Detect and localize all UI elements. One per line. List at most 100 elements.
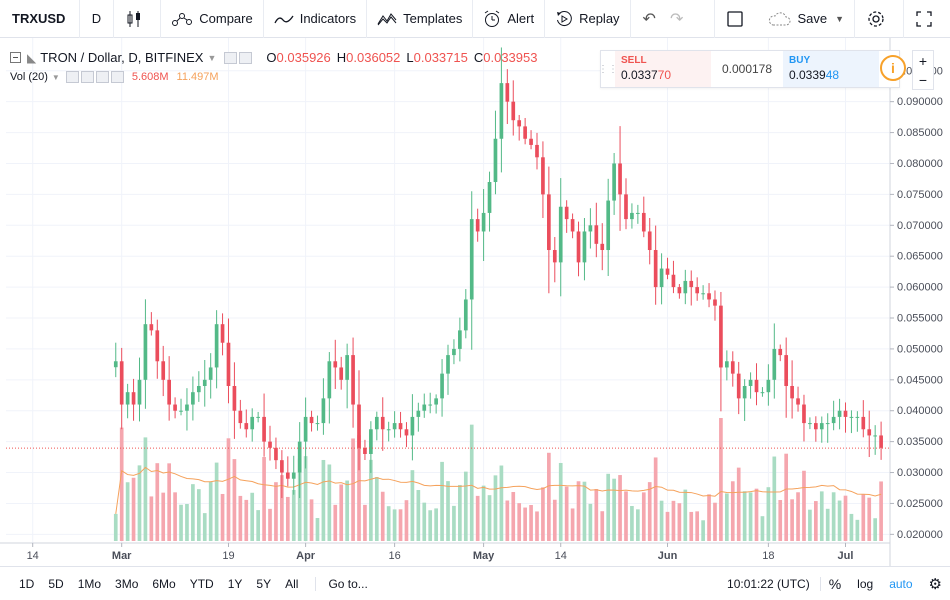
volume-bar [363, 504, 367, 541]
legend-settings-icon[interactable] [239, 51, 253, 64]
eye-icon[interactable] [224, 51, 238, 64]
auto-toggle[interactable]: auto [889, 577, 913, 591]
compare-button[interactable]: Compare [161, 0, 264, 38]
volume-eye-icon[interactable] [65, 71, 79, 83]
indicators-button[interactable]: Indicators [264, 0, 368, 38]
drag-handle-icon[interactable]: ⋮⋮ [598, 63, 618, 75]
candle [689, 270, 694, 306]
square-icon [727, 10, 744, 27]
volume-label[interactable]: Vol (20) [10, 71, 48, 83]
buy-button[interactable]: BUY 0.033948 [783, 51, 879, 87]
y-tick-label: 0.070000 [897, 220, 943, 232]
volume-bar [523, 507, 527, 541]
candle-body [137, 379, 142, 405]
maximize-button[interactable] [904, 0, 950, 38]
candle-body [725, 361, 729, 368]
volume-bar [784, 453, 789, 541]
candle [867, 410, 872, 458]
utc-clock[interactable]: 10:01:22 (UTC) [717, 577, 821, 591]
zoom-out-icon[interactable]: − [918, 71, 928, 88]
volume-chevron-icon[interactable]: ▼ [51, 72, 60, 82]
candle-body [742, 385, 747, 399]
volume-bar [463, 471, 468, 541]
candle [624, 178, 628, 230]
undo-icon[interactable]: ↶ [642, 10, 656, 28]
time-axis: 14 Mar 19 Apr 16 May 14 Jun 18 Jul [0, 542, 890, 562]
volume-settings-icon[interactable] [80, 71, 94, 83]
range-button-3mo[interactable]: 3Mo [115, 576, 139, 591]
volume-bar [867, 497, 872, 541]
zoom-in-icon[interactable]: + [918, 52, 928, 69]
cloud-icon [769, 11, 791, 25]
goto-button[interactable]: Go to... [315, 576, 374, 591]
info-icon[interactable]: i [880, 55, 906, 81]
price-chart-svg[interactable]: 0.033953 0.020000 0.025000 0.030000 0.03500… [0, 38, 950, 566]
replay-button[interactable]: Replay [545, 0, 631, 38]
interval-button[interactable]: D [80, 0, 115, 38]
range-button-1y[interactable]: 1Y [227, 576, 243, 591]
candle-body [256, 416, 260, 418]
volume-bar [529, 505, 533, 541]
range-button-6mo[interactable]: 6Mo [152, 576, 176, 591]
volume-bar [564, 486, 569, 541]
volume-bar [689, 511, 694, 541]
collapse-icon[interactable] [10, 52, 21, 63]
volume-bar [742, 491, 747, 541]
volume-bar [428, 510, 433, 541]
templates-button[interactable]: Templates [367, 0, 474, 38]
redo-icon[interactable]: ↷ [669, 10, 684, 28]
top-toolbar: TRXUSD D Compare [0, 0, 950, 38]
candle-body [303, 416, 308, 442]
legend-title[interactable]: TRON / Dollar, D, BITFINEX [40, 50, 204, 65]
candle-body [730, 361, 735, 374]
bottom-settings-icon[interactable]: ⚙ [928, 576, 942, 593]
alert-button[interactable]: Alert [473, 0, 546, 38]
fullscreen-toggle-button[interactable] [715, 0, 761, 38]
range-button-ytd[interactable]: YTD [189, 576, 214, 591]
volume-close-icon[interactable] [110, 71, 124, 83]
volume-lock-icon[interactable] [95, 71, 109, 83]
candle [665, 257, 670, 280]
settings-button[interactable] [855, 0, 904, 38]
volume-bar [493, 475, 498, 541]
candle [256, 411, 260, 423]
chart-style-button[interactable] [114, 0, 162, 38]
legend-chevron-icon[interactable]: ▼ [207, 52, 217, 63]
sell-button[interactable]: SELL 0.033770 [615, 51, 711, 87]
price-axis: 0.020000 0.025000 0.030000 0.035000 0.040000… [889, 38, 950, 566]
candle [748, 372, 753, 399]
candle [517, 114, 522, 141]
candle-body [659, 268, 664, 288]
candle-body [369, 429, 373, 454]
candle [226, 318, 231, 404]
candle [155, 319, 160, 379]
range-button-1mo[interactable]: 1Mo [77, 576, 102, 591]
candle [469, 191, 474, 350]
percent-toggle[interactable]: % [828, 576, 842, 592]
range-button-all[interactable]: All [285, 576, 299, 591]
alert-label: Alert [507, 11, 535, 26]
volume-bar [244, 499, 249, 541]
candle [511, 80, 516, 136]
volume-bar [879, 481, 883, 541]
volume-bar [452, 505, 456, 541]
y-tick-label: 0.085000 [897, 127, 943, 139]
symbol-search-button[interactable]: TRXUSD [0, 0, 80, 38]
range-button-1d[interactable]: 1D [19, 576, 35, 591]
candle-body [819, 423, 824, 430]
volume-bar [796, 492, 800, 541]
range-button-5d[interactable]: 5D [48, 576, 64, 591]
legend-buttons [224, 51, 253, 64]
volume-bar [618, 475, 622, 541]
candle [736, 361, 741, 415]
candle [113, 342, 118, 378]
log-toggle[interactable]: log [857, 577, 874, 591]
range-button-5y[interactable]: 5Y [256, 576, 272, 591]
candle-body [665, 268, 670, 275]
candle-body [790, 385, 794, 399]
compare-icon [172, 12, 193, 26]
chart-area[interactable]: 0.033953 0.020000 0.025000 0.030000 0.03500… [0, 38, 950, 566]
save-button[interactable]: Save ▼ [761, 0, 855, 38]
alarm-clock-icon [485, 10, 500, 27]
volume-bar [558, 462, 563, 541]
